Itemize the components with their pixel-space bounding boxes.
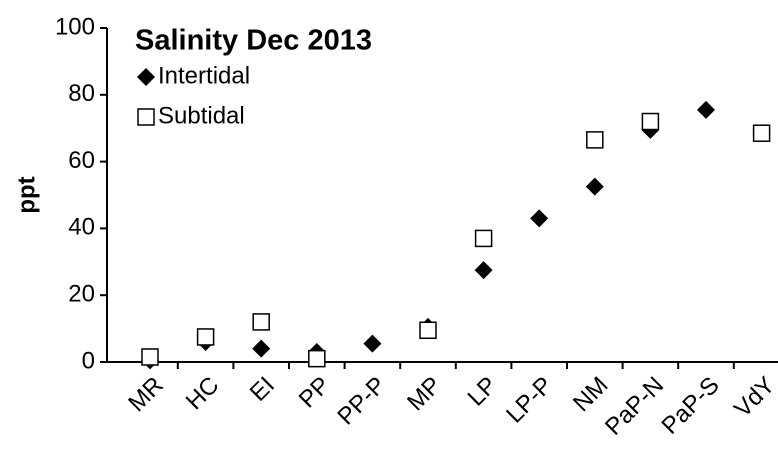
marker-square xyxy=(586,131,604,149)
x-tick-label: PP xyxy=(294,372,336,414)
marker-square xyxy=(419,321,437,340)
legend-label: Intertidal xyxy=(158,62,250,89)
marker-diamond xyxy=(585,177,604,196)
x-tick-label: PaP-S xyxy=(657,372,725,440)
x-tick-label: MR xyxy=(123,372,168,417)
y-tick-label: 60 xyxy=(68,147,95,174)
x-tick-label: MP xyxy=(402,372,447,417)
y-tick-label: 0 xyxy=(82,347,95,374)
legend-label: Subtidal xyxy=(158,102,245,129)
marker-square xyxy=(752,124,771,142)
x-tick-label: NM xyxy=(568,372,613,417)
marker-diamond xyxy=(474,261,493,280)
y-tick-label: 100 xyxy=(55,13,95,40)
y-tick-label: 80 xyxy=(68,80,95,107)
marker-square xyxy=(308,349,326,368)
marker-diamond xyxy=(137,68,155,86)
x-tick-label: LP-P xyxy=(501,372,558,429)
y-tick-label: 40 xyxy=(68,214,95,241)
x-tick-label: PP-P xyxy=(332,372,391,431)
marker-square xyxy=(252,313,270,331)
marker-diamond xyxy=(530,209,549,228)
marker-square xyxy=(641,112,660,131)
marker-diamond xyxy=(363,334,382,353)
y-axis-label: ppt xyxy=(13,176,40,213)
marker-square xyxy=(196,328,215,346)
marker-square xyxy=(137,108,155,126)
marker-diamond xyxy=(252,339,271,358)
chart-title: Salinity Dec 2013 xyxy=(135,25,372,57)
x-tick-label: HC xyxy=(181,372,225,416)
x-tick-label: VdY xyxy=(729,372,778,423)
marker-square xyxy=(141,348,159,366)
x-tick-label: PaP-N xyxy=(600,372,669,441)
y-tick-label: 20 xyxy=(68,281,95,308)
x-tick-label: LP xyxy=(462,372,502,412)
marker-square xyxy=(474,229,493,248)
x-tick-label: EI xyxy=(245,372,280,407)
marker-diamond xyxy=(697,100,715,119)
